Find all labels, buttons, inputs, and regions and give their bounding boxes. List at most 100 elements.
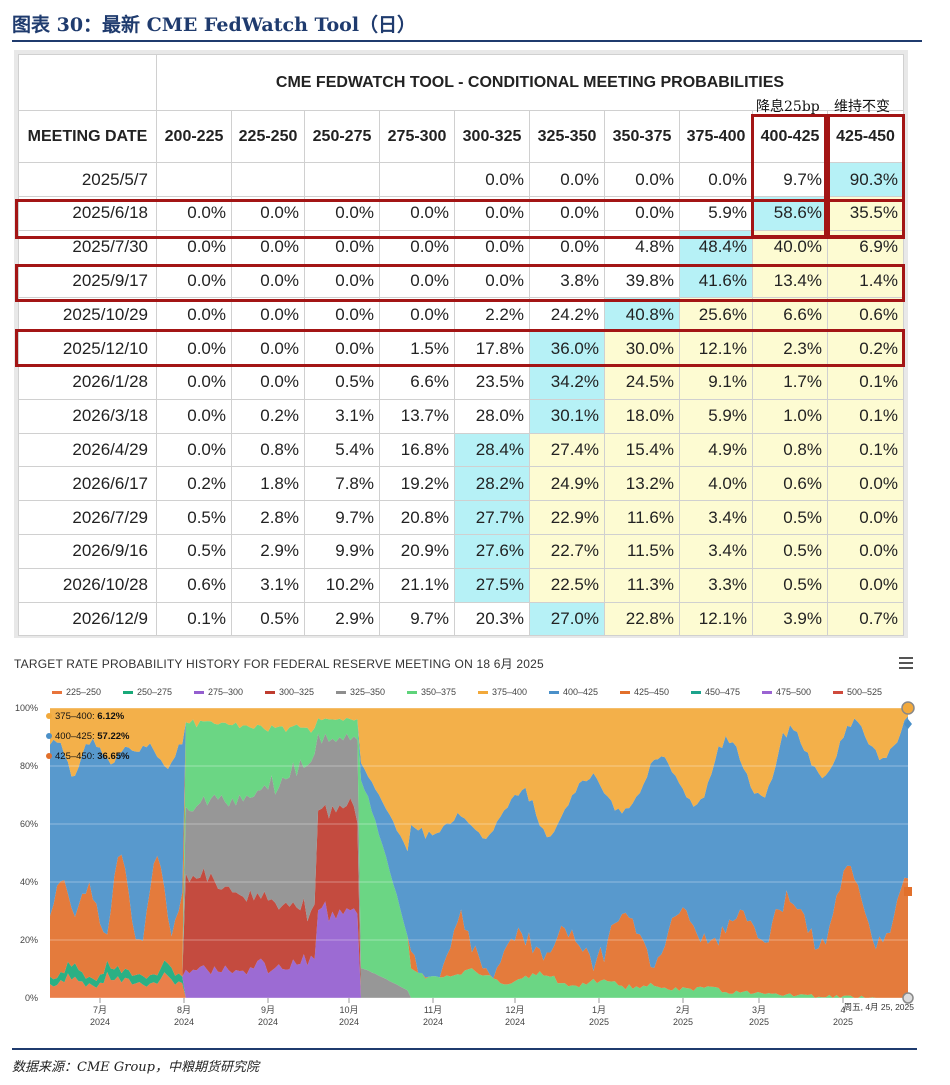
probability-cell: 4.8% [604,229,680,265]
probability-cell: 24.9% [529,466,605,502]
table-row: 2026/1/28 0.0% 0.0% 0.5% 6.6% 23.5% 34.2% 24.5%… [18,364,904,400]
probability-cell: 15.4% [604,432,680,468]
legend-swatch [123,691,133,695]
probability-cell: 28.2% [454,466,530,502]
probability-cell: 5.9% [679,398,753,434]
probability-cell: 0.8% [752,432,828,468]
table-row: 2025/12/10 0.0% 0.0% 0.0% 1.5% 17.8% 36.0% 30.0… [18,331,904,366]
probability-cell: 4.9% [679,432,753,468]
legend-swatch [620,691,630,695]
legend-item[interactable]: 325–350 [336,687,385,697]
probability-cell: 0.0% [454,263,530,299]
probability-cell: 36.0% [529,331,605,366]
row-highlight-box [15,199,905,239]
probability-cell: 0.8% [231,432,305,468]
legend-swatch [194,691,204,695]
x-tick-month: 10月 [339,1005,358,1015]
probability-cell: 22.8% [604,601,680,637]
legend-label: 350–375 [421,687,457,697]
legend-label: 425–450 [634,687,670,697]
area-series-300–325 [50,798,908,998]
probability-cell: 22.5% [529,567,605,603]
probability-cell: 5.4% [304,432,380,468]
legend-label: 450–475 [705,687,741,697]
hold-annotation: 维持不变 [834,99,890,115]
probability-cell: 22.7% [529,533,605,569]
legend-swatch [833,691,843,695]
meeting-date-cell: 2026/3/18 [18,398,157,434]
probability-cell: 11.6% [604,500,680,535]
legend-item[interactable]: 500–525 [833,687,882,697]
probability-cell: 0.0% [156,297,232,333]
table-row: 2026/6/17 0.2% 1.8% 7.8% 19.2% 28.2% 24.9% 13.2… [18,466,904,502]
legend-item[interactable]: 225–250 [52,687,101,697]
probability-cell: 0.6% [156,567,232,603]
x-tick-month: 8月 [177,1005,191,1015]
probability-cell: 0.1% [156,601,232,637]
probability-cell: 2.3% [752,331,828,366]
probability-cell: 3.4% [679,533,753,569]
legend-label: 375–400 [492,687,528,697]
probability-cell: 0.6% [752,466,828,502]
probability-cell: 13.7% [379,398,455,434]
legend-item[interactable]: 400–425 [549,687,598,697]
table-corner [18,54,157,111]
legend-item[interactable]: 350–375 [407,687,456,697]
probability-cell: 1.4% [827,263,904,299]
probability-cell: 3.4% [679,500,753,535]
table-row: 2025/7/30 0.0% 0.0% 0.0% 0.0% 0.0% 0.0% 4.8% 48.… [18,229,904,265]
tooltip-label: 375–400: [55,711,98,722]
probability-cell: 0.0% [529,162,605,197]
x-tick-month: 11月 [424,1005,442,1015]
legend-item[interactable]: 450–475 [691,687,740,697]
probability-cell: 12.1% [679,331,753,366]
chart-title: TARGET RATE PROBABILITY HISTORY FOR FEDE… [14,657,544,671]
probability-cell: 0.0% [304,263,380,299]
table-row: 2026/3/18 0.0% 0.2% 3.1% 13.7% 28.0% 30.1% 18.0… [18,398,904,434]
legend-swatch [265,691,275,695]
meeting-date-cell: 2026/6/17 [18,466,157,502]
legend-item[interactable]: 275–300 [194,687,243,697]
legend-item[interactable]: 300–325 [265,687,314,697]
probability-cell: 0.5% [231,601,305,637]
probability-cell: 0.0% [156,263,232,299]
meeting-date-cell: 2026/9/16 [18,533,157,569]
meeting-date-cell: 2025/5/7 [18,162,157,197]
probability-cell: 0.7% [827,601,904,637]
header-rate-range: 425-450 [827,110,904,163]
source-rule [12,1048,917,1050]
legend-label: 225–250 [66,687,102,697]
meeting-date-cell: 2026/7/29 [18,500,157,535]
legend-item[interactable]: 375–400 [478,687,527,697]
probability-cell: 0.5% [156,533,232,569]
probability-cell [379,162,455,197]
probability-cell: 0.0% [379,229,455,265]
y-tick-label: 60% [20,819,38,829]
x-tick-year: 2024 [90,1017,110,1027]
meeting-date-cell: 2026/12/9 [18,601,157,637]
probability-cell: 6.6% [752,297,828,333]
end-date-label: 周五, 4月 25, 2025 [844,1002,915,1012]
probability-cell: 0.0% [304,297,380,333]
menu-icon[interactable] [899,657,913,669]
meeting-date-cell: 2026/4/29 [18,432,157,468]
y-tick-label: 0% [25,993,38,1003]
probability-cell: 0.1% [827,364,904,400]
probability-cell: 0.0% [827,567,904,603]
probability-cell: 3.8% [529,263,605,299]
probability-cell: 0.1% [827,432,904,468]
x-tick-month: 3月 [752,1005,766,1015]
legend-item[interactable]: 250–275 [123,687,172,697]
legend-swatch [762,691,772,695]
probability-cell: 0.0% [379,263,455,299]
meeting-date-cell: 2026/1/28 [18,364,157,400]
probability-cell: 0.0% [231,229,305,265]
legend-item[interactable]: 475–500 [762,687,811,697]
probability-cell: 0.0% [827,466,904,502]
header-rate-range: 375-400 [679,110,753,163]
tooltip-row: 425–450: 36.65% [46,751,130,762]
legend-item[interactable]: 425–450 [620,687,669,697]
probability-cell: 27.0% [529,601,605,637]
x-tick-year: 2025 [833,1017,853,1027]
